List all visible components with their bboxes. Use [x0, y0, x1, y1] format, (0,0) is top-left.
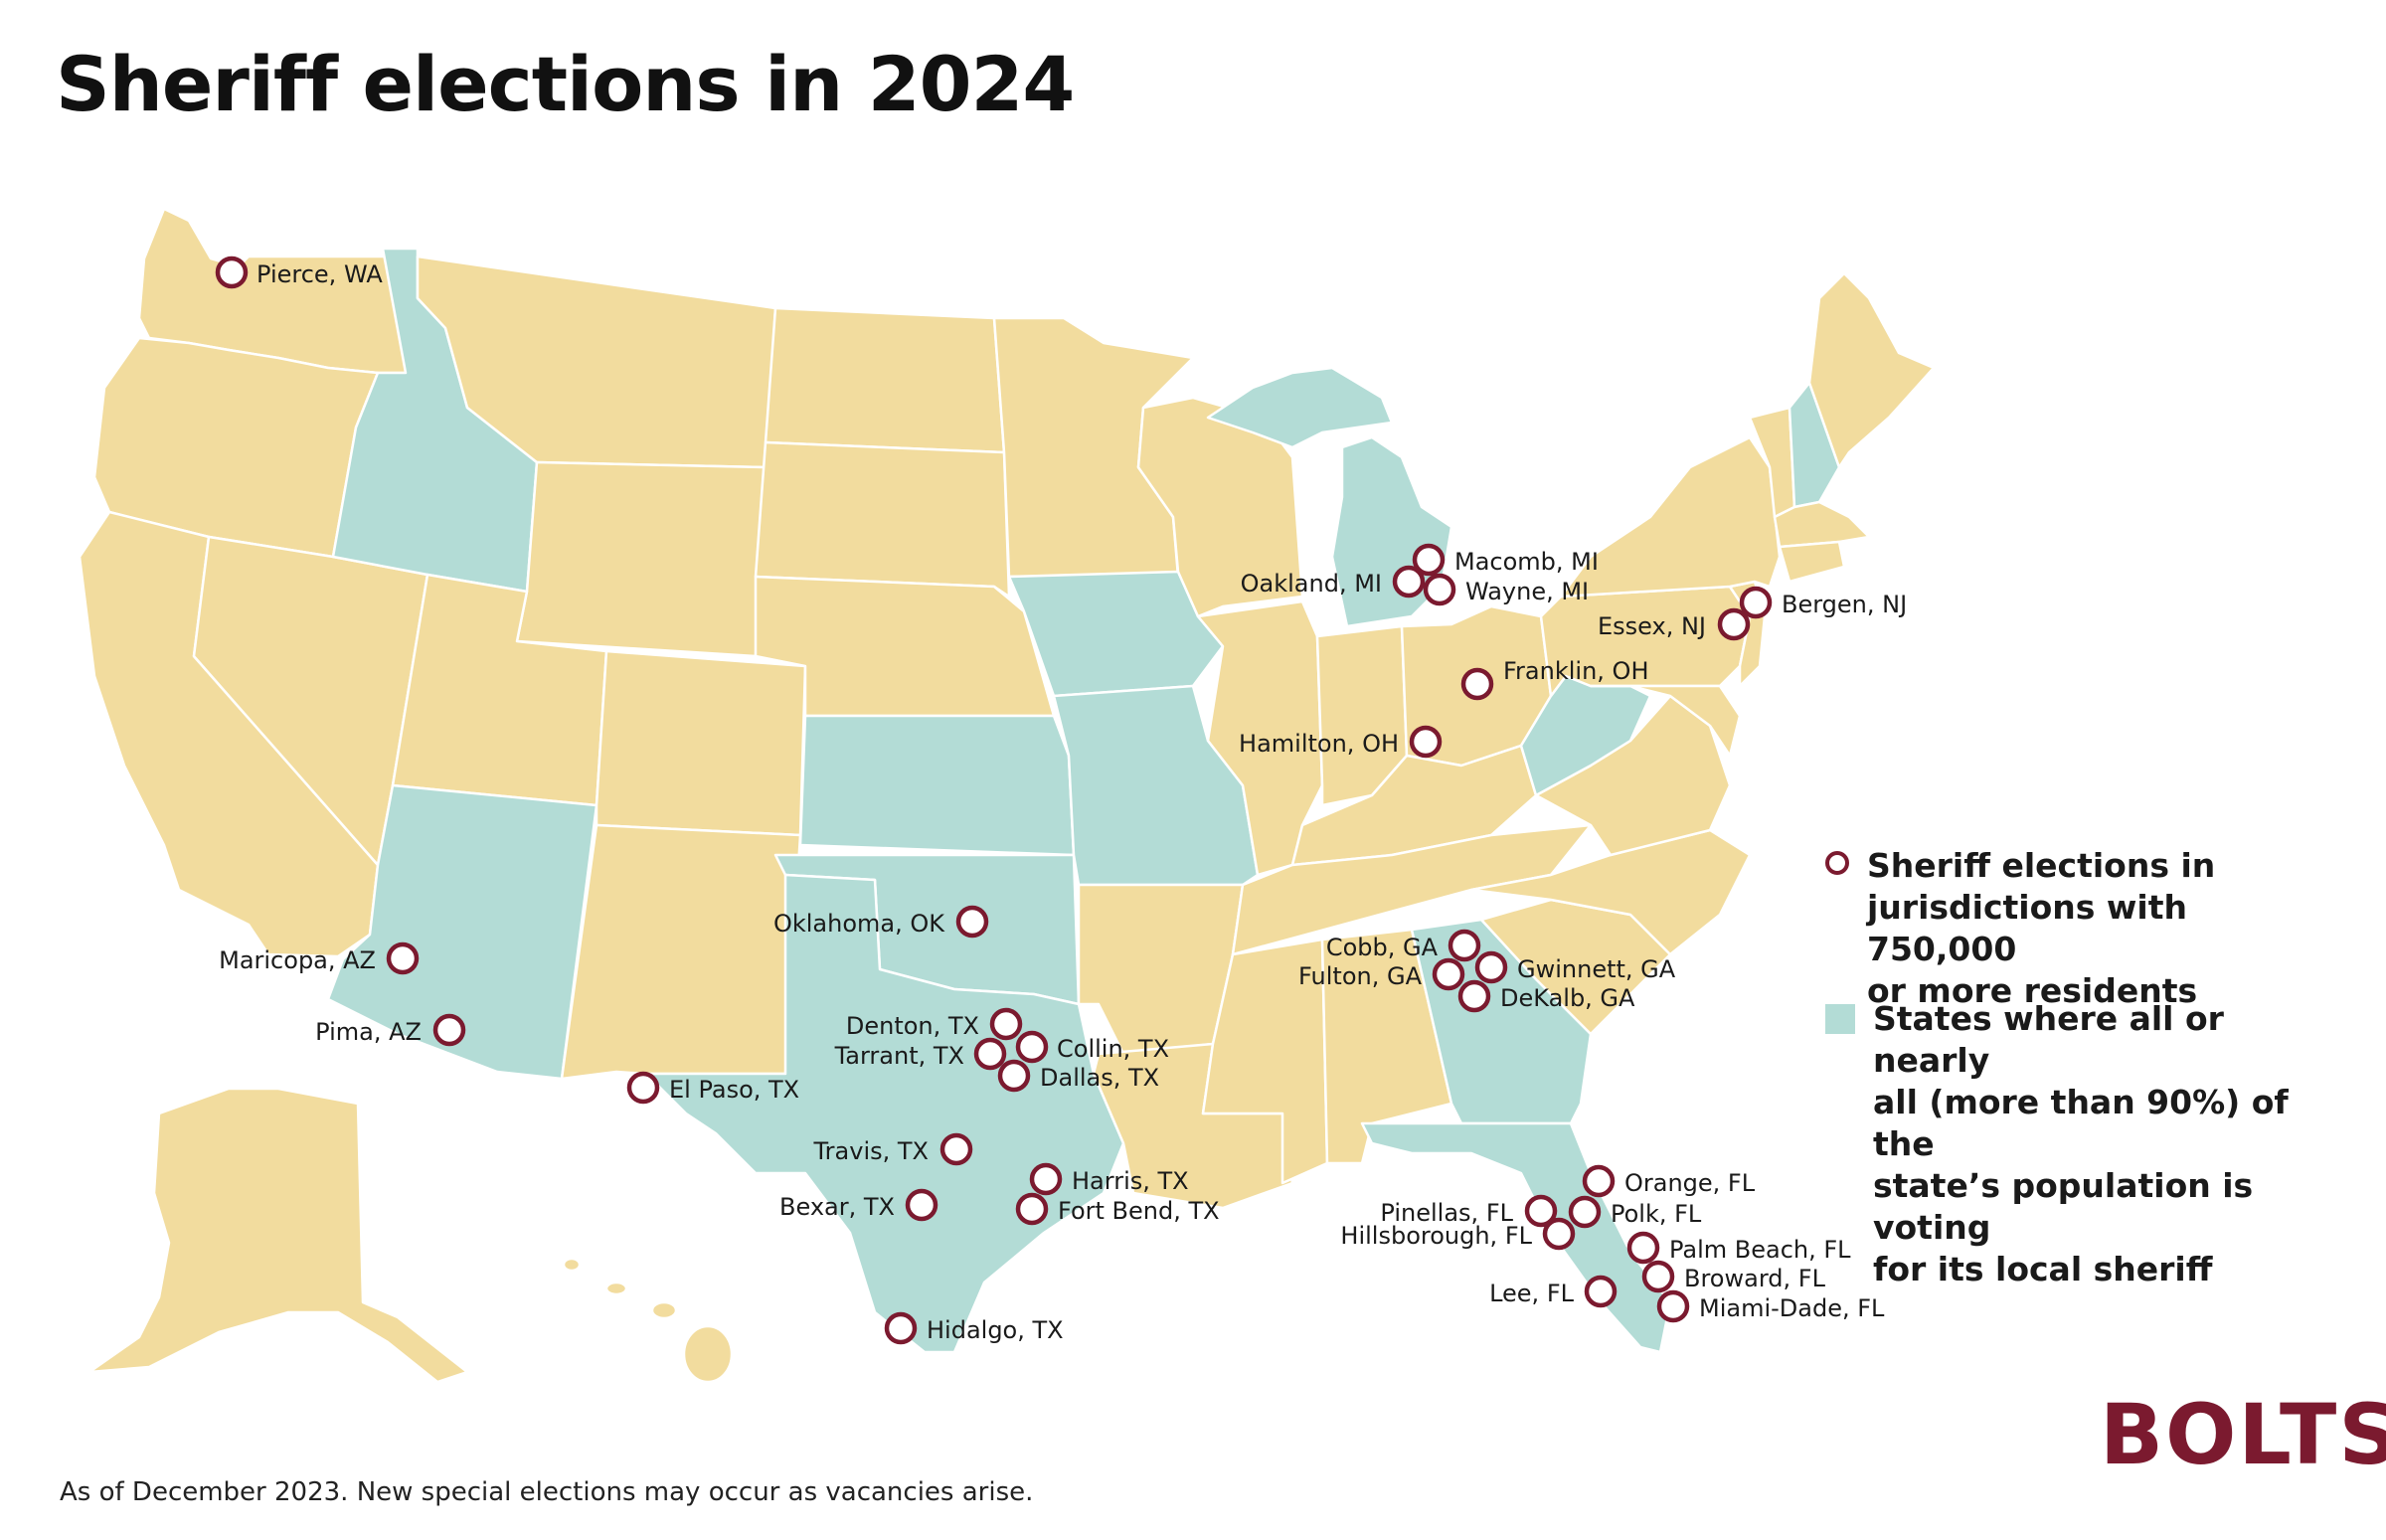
label-collin-tx: Collin, TX	[1057, 1035, 1169, 1063]
state-north-carolina	[1469, 828, 1752, 956]
state-hawaii-maui	[650, 1300, 678, 1320]
label-fulton-ga: Fulton, GA	[1298, 962, 1423, 990]
legend-area-label: States where all or nearly all (more tha…	[1873, 999, 2289, 1288]
marker-cobb-ga	[1448, 929, 1481, 962]
state-wyoming	[515, 460, 767, 658]
state-texas	[644, 873, 1125, 1354]
label-maricopa-az: Maricopa, AZ	[219, 946, 376, 974]
marker-travis-tx	[939, 1132, 973, 1166]
marker-oakland-mi	[1392, 565, 1426, 599]
label-el-paso-tx: El Paso, TX	[669, 1076, 799, 1104]
state-south-dakota	[754, 440, 1011, 599]
label-wayne-mi: Wayne, MI	[1465, 578, 1589, 605]
label-fort-bend-tx: Fort Bend, TX	[1058, 1197, 1220, 1225]
legend-marker-label: Sheriff elections in jurisdictions with …	[1867, 846, 2216, 1010]
state-maine	[1807, 271, 1936, 469]
bolts-logo: BOLTS	[2100, 1386, 2386, 1483]
marker-macomb-mi	[1412, 543, 1446, 577]
state-arizona	[326, 783, 598, 1081]
label-franklin-oh: Franklin, OH	[1503, 657, 1648, 685]
state-hawaii-big	[682, 1324, 734, 1384]
marker-fulton-ga	[1432, 957, 1465, 991]
state-missouri	[1052, 684, 1260, 887]
marker-dallas-tx	[997, 1059, 1031, 1093]
marker-oklahoma-ok	[955, 905, 989, 939]
label-harris-tx: Harris, TX	[1072, 1167, 1189, 1195]
marker-bexar-tx	[905, 1188, 938, 1222]
state-colorado	[595, 649, 807, 837]
page-title: Sheriff elections in 2024	[56, 40, 1075, 128]
legend-marker-icon	[1825, 851, 1849, 875]
marker-harris-tx	[1029, 1162, 1063, 1196]
marker-bergen-nj	[1739, 586, 1773, 619]
label-orange-fl: Orange, FL	[1624, 1169, 1756, 1197]
label-polk-fl: Polk, FL	[1611, 1200, 1702, 1228]
marker-hillsborough-fl	[1542, 1217, 1576, 1251]
marker-el-paso-tx	[626, 1071, 660, 1105]
label-oakland-mi: Oakland, MI	[1241, 570, 1382, 598]
label-palm-beach-fl: Palm Beach, FL	[1669, 1236, 1851, 1264]
legend-swatch-icon	[1825, 1004, 1855, 1034]
label-travis-tx: Travis, TX	[813, 1137, 929, 1165]
marker-tarrant-tx	[973, 1037, 1007, 1071]
marker-hamilton-oh	[1409, 725, 1443, 759]
marker-collin-tx	[1015, 1030, 1049, 1064]
legend-areas: States where all or nearly all (more tha…	[1825, 998, 2342, 1290]
label-pinellas-fl: Pinellas, FL	[1380, 1199, 1513, 1227]
marker-essex-nj	[1717, 607, 1751, 641]
label-pierce-wa: Pierce, WA	[256, 260, 383, 288]
label-tarrant-tx: Tarrant, TX	[834, 1042, 964, 1070]
marker-franklin-oh	[1460, 667, 1494, 701]
marker-pierce-wa	[215, 256, 249, 289]
marker-wayne-mi	[1423, 573, 1456, 606]
label-dekalb-ga: DeKalb, GA	[1500, 984, 1635, 1012]
legend-markers: Sheriff elections in jurisdictions with …	[1825, 845, 2342, 1012]
label-lee-fl: Lee, FL	[1489, 1280, 1575, 1307]
state-maryland	[1589, 684, 1742, 758]
state-hawaii-kauai	[562, 1257, 582, 1273]
label-bexar-tx: Bexar, TX	[779, 1193, 895, 1221]
marker-fort-bend-tx	[1015, 1192, 1049, 1226]
state-new-hampshire	[1788, 381, 1841, 509]
label-pima-az: Pima, AZ	[315, 1018, 422, 1046]
marker-palm-beach-fl	[1626, 1231, 1660, 1265]
label-gwinnett-ga: Gwinnett, GA	[1517, 955, 1676, 983]
label-broward-fl: Broward, FL	[1684, 1265, 1826, 1292]
state-michigan-upper	[1206, 366, 1394, 449]
marker-denton-tx	[989, 1007, 1023, 1041]
marker-dekalb-ga	[1457, 979, 1491, 1013]
state-alaska	[87, 1087, 469, 1384]
marker-polk-fl	[1568, 1195, 1602, 1229]
state-massachusetts	[1773, 500, 1871, 549]
state-connecticut	[1778, 540, 1846, 584]
label-bergen-nj: Bergen, NJ	[1782, 591, 1907, 618]
marker-pinellas-fl	[1524, 1194, 1558, 1228]
state-kansas	[798, 714, 1076, 857]
marker-orange-fl	[1582, 1164, 1616, 1198]
marker-maricopa-az	[386, 941, 420, 975]
marker-gwinnett-ga	[1474, 950, 1508, 984]
footnote: As of December 2023. New special electio…	[60, 1477, 1034, 1507]
label-oklahoma-ok: Oklahoma, OK	[773, 910, 945, 938]
marker-pima-az	[432, 1013, 466, 1047]
label-macomb-mi: Macomb, MI	[1454, 548, 1599, 576]
state-north-dakota	[764, 306, 1006, 454]
label-hidalgo-tx: Hidalgo, TX	[927, 1316, 1064, 1344]
label-cobb-ga: Cobb, GA	[1326, 934, 1439, 961]
marker-lee-fl	[1584, 1275, 1618, 1308]
label-hillsborough-fl: Hillsborough, FL	[1340, 1222, 1532, 1250]
state-new-mexico	[560, 823, 802, 1081]
label-denton-tx: Denton, TX	[846, 1012, 979, 1040]
marker-hidalgo-tx	[884, 1311, 918, 1345]
label-essex-nj: Essex, NJ	[1598, 612, 1706, 640]
marker-miami-dade-fl	[1656, 1289, 1690, 1323]
state-hawaii-oahu	[604, 1281, 628, 1296]
label-miami-dade-fl: Miami-Dade, FL	[1699, 1294, 1885, 1322]
label-hamilton-oh: Hamilton, OH	[1239, 730, 1399, 758]
marker-broward-fl	[1641, 1260, 1675, 1293]
label-dallas-tx: Dallas, TX	[1040, 1064, 1159, 1092]
